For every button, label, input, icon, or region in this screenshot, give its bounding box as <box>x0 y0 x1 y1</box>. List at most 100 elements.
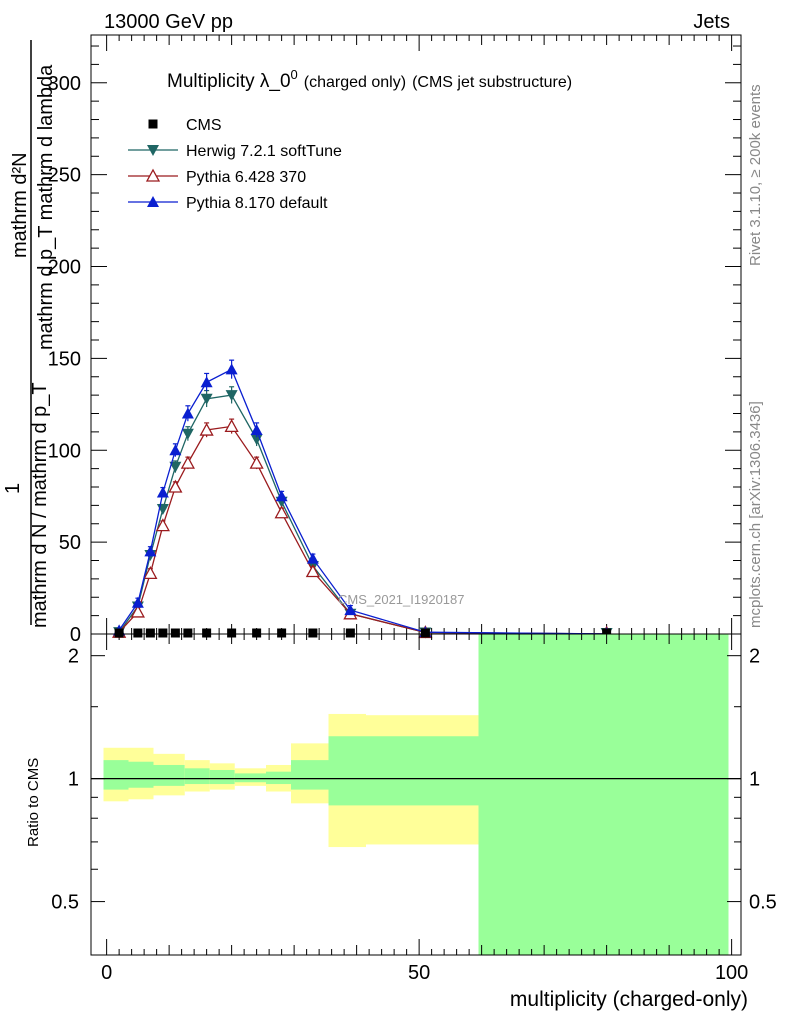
data-marker-triangle-down <box>225 390 238 402</box>
data-marker-square <box>227 628 237 638</box>
main-ytick-label: 200 <box>48 257 81 279</box>
ylabel-den: mathrm d p_T mathrm d lambda <box>35 64 57 350</box>
data-marker-triangle-open <box>180 455 195 469</box>
stat-uncertainty-band <box>153 764 185 786</box>
data-marker-square <box>133 628 143 638</box>
data-marker-triangle-down <box>147 145 159 156</box>
ratio-tick-label-right: 2 <box>749 646 760 668</box>
analysis-watermark: CMS_2021_I1920187 <box>338 592 465 607</box>
stat-uncertainty-band <box>209 769 235 785</box>
data-marker-triangle-open <box>145 168 161 182</box>
xtick-label: 100 <box>715 962 748 984</box>
data-marker-square <box>145 628 155 638</box>
data-marker-square <box>277 628 287 638</box>
stat-uncertainty-band <box>478 634 729 955</box>
data-marker-square <box>420 628 430 638</box>
ratio-tick-label-left: 2 <box>68 646 79 668</box>
data-marker-triangle-up <box>275 490 288 502</box>
data-marker-triangle-open <box>168 479 183 493</box>
xlabel: multiplicity (charged-only) <box>510 988 748 1011</box>
data-marker-square <box>345 628 355 638</box>
ylabel-num: mathrm d²N <box>9 152 31 258</box>
data-marker-triangle-open <box>143 566 158 580</box>
main-ytick-label: 150 <box>48 348 81 370</box>
data-marker-triangle-up <box>169 444 182 456</box>
main-ytick-label: 0 <box>70 624 81 646</box>
stat-uncertainty-band <box>234 773 266 783</box>
series-line <box>118 425 607 635</box>
ratio-tick-label-right: 1 <box>749 769 760 791</box>
legend: CMS Herwig 7.2.1 softTune Pythia 6.428 370… <box>128 117 342 212</box>
data-marker-square <box>202 628 212 638</box>
stat-uncertainty-band <box>103 760 129 790</box>
stat-uncertainty-band <box>128 761 154 788</box>
energy-label: 13000 GeV pp <box>104 11 233 33</box>
rivet-label: Rivet 3.1.10, ≥ 200k events <box>747 84 764 266</box>
data-marker-triangle-up <box>131 596 144 608</box>
data-marker-triangle-up <box>200 376 213 388</box>
legend-label: Pythia 8.170 default <box>186 195 328 212</box>
data-marker-square <box>252 628 262 638</box>
ylabel-den2: mathrm d N / mathrm d p_T <box>29 382 51 628</box>
xtick-label: 50 <box>408 962 430 984</box>
data-marker-triangle-open <box>249 455 264 469</box>
data-marker-square <box>170 628 180 638</box>
legend-label: CMS <box>186 117 222 134</box>
title-small: (charged only) <box>304 74 406 91</box>
data-marker-triangle-down <box>200 393 213 405</box>
stat-uncertainty-band <box>266 771 291 785</box>
data-marker-square <box>148 119 158 129</box>
stat-uncertainty-band <box>291 760 329 790</box>
ratio-frame <box>90 633 742 956</box>
main-ytick-label: 50 <box>59 532 81 554</box>
ratio-ylabel: Ratio to CMS <box>25 758 42 847</box>
data-marker-triangle-open <box>224 419 239 433</box>
data-marker-triangle-up <box>181 407 194 419</box>
series-line <box>118 368 607 635</box>
ylabel-one: 1 <box>2 483 24 494</box>
legend-label: Herwig 7.2.1 softTune <box>186 143 342 160</box>
main-ytick-label: 250 <box>48 165 81 187</box>
title-tail: (CMS jet substructure) <box>412 74 572 91</box>
title-main: Multiplicity λ_0 <box>167 71 291 92</box>
series-square <box>114 628 612 638</box>
xtick-label: 0 <box>101 962 112 984</box>
main-panel: 0 50 100 150 200 250 300 <box>48 34 742 646</box>
data-marker-triangle-up <box>144 545 157 557</box>
title-sup: 0 <box>291 67 298 82</box>
main-ytick-label: 100 <box>48 440 81 462</box>
stat-uncertainty-band <box>184 768 210 785</box>
data-marker-triangle-up <box>225 363 238 375</box>
data-marker-triangle-open <box>305 564 320 578</box>
stat-uncertainty-band <box>328 736 366 806</box>
svg-text:Multiplicity λ_00(charged only: Multiplicity λ_00 (charged only) (CMS jet … <box>167 67 572 92</box>
data-marker-triangle-open <box>130 604 145 618</box>
data-marker-square <box>602 628 612 638</box>
data-marker-square <box>158 628 168 638</box>
ratio-tick-label-left: 1 <box>68 769 79 791</box>
data-marker-square <box>114 628 124 638</box>
data-marker-square <box>308 628 318 638</box>
data-marker-triangle-open <box>199 422 214 436</box>
channel-label: Jets <box>693 11 730 33</box>
data-marker-triangle-up <box>344 604 357 616</box>
stat-uncertainty-band <box>366 736 479 806</box>
ratio-tick-label-right: 0.5 <box>749 892 777 914</box>
data-marker-square <box>183 628 193 638</box>
ratio-panel: 0.5 0.5 1 1 2 2 0 50 100 <box>51 633 777 984</box>
main-ytick-label: 300 <box>48 73 81 95</box>
data-marker-triangle-open <box>274 505 289 519</box>
data-marker-triangle-down <box>181 428 194 440</box>
data-marker-triangle-open <box>155 518 170 532</box>
data-marker-triangle-up <box>147 196 159 207</box>
data-marker-triangle-up <box>250 424 263 436</box>
legend-label: Pythia 6.428 370 <box>186 169 306 186</box>
ratio-tick-label-left: 0.5 <box>51 892 79 914</box>
data-marker-triangle-down <box>169 461 182 473</box>
main-ylabel: mathrm d²N mathrm d p_T mathrm d lambda … <box>2 40 57 628</box>
data-marker-triangle-up <box>156 486 169 498</box>
data-marker-triangle-up <box>306 552 319 564</box>
mcplots-label: mcplots.cern.ch [arXiv:1306.3436] <box>747 401 764 628</box>
plot-title: Multiplicity λ_00 (charged only) (CMS jet … <box>167 67 572 92</box>
